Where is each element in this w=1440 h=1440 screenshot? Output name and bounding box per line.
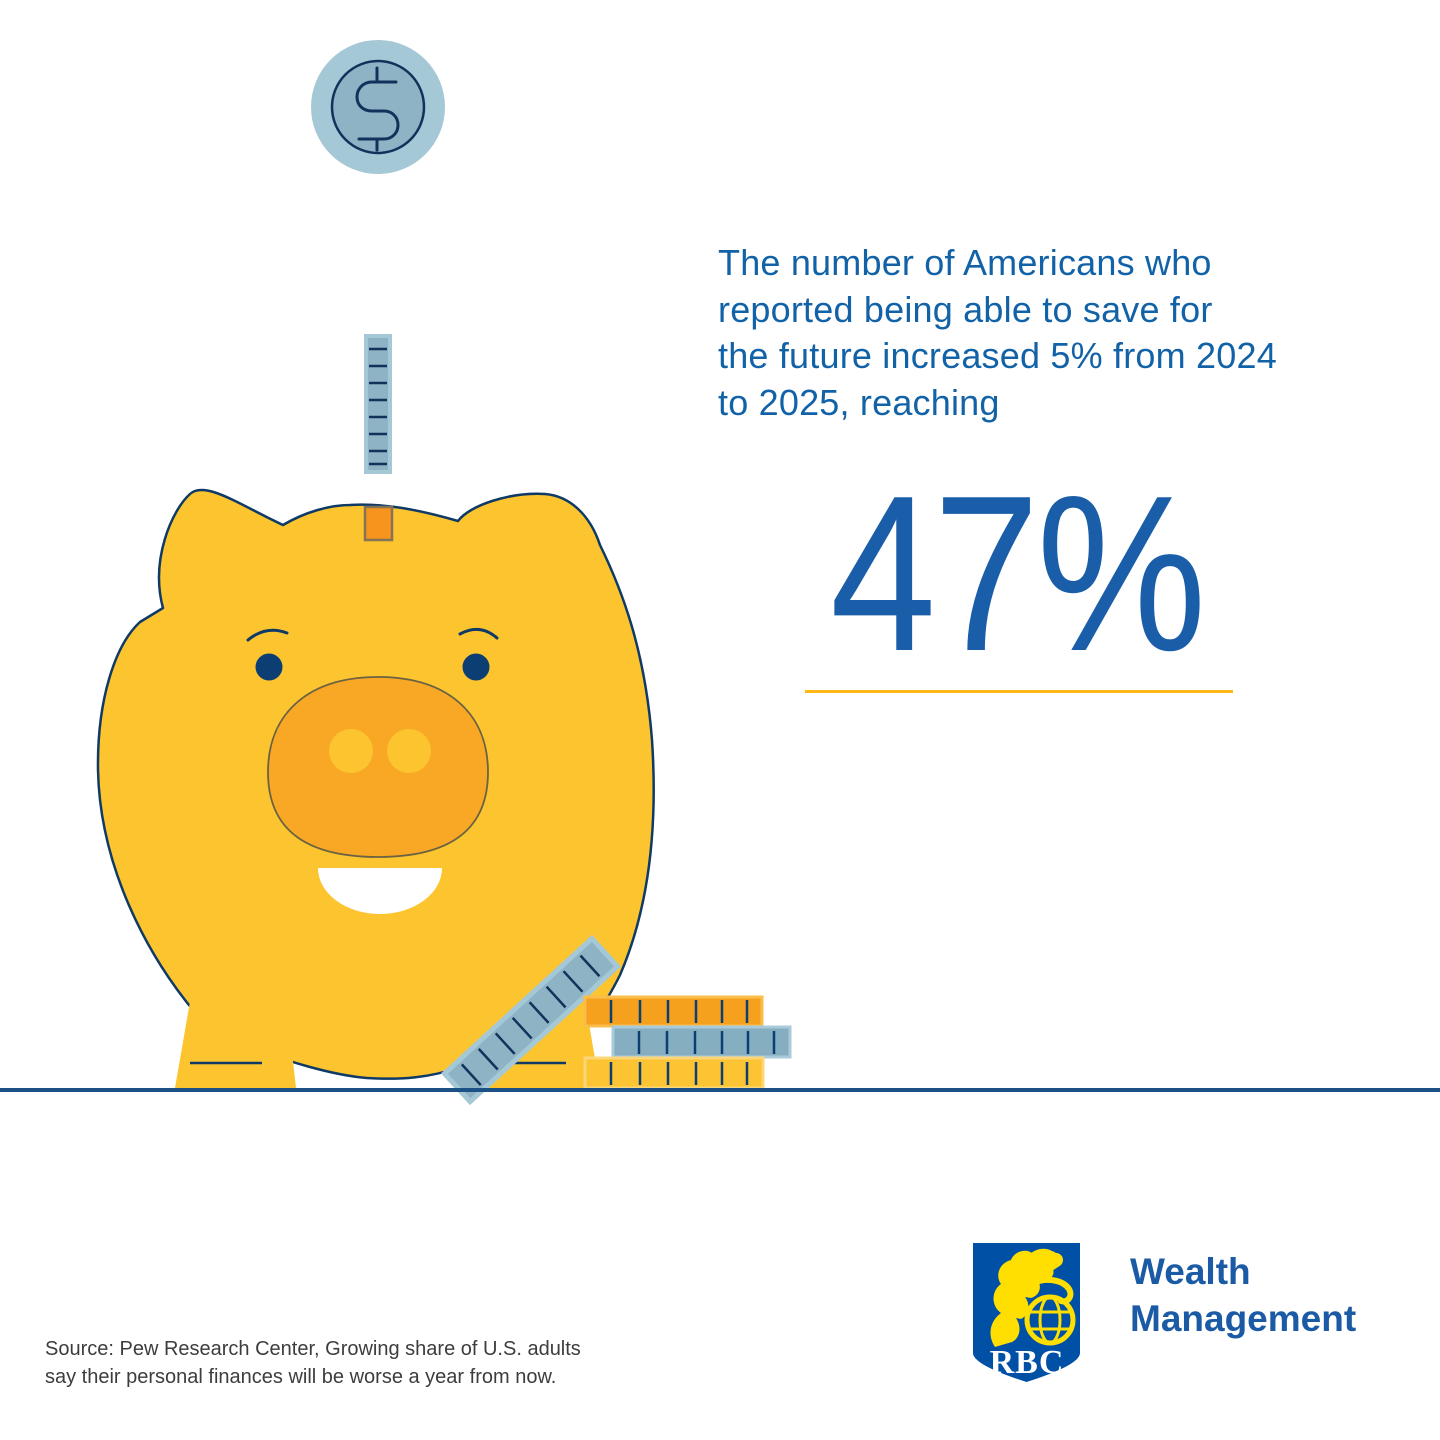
source-line: Source: Pew Research Center, Growing sha… <box>45 1338 581 1360</box>
shield-text: RBC <box>990 1344 1065 1381</box>
globe-icon <box>1024 1294 1076 1346</box>
falling-coin-icon <box>364 334 392 474</box>
coin-slot <box>363 505 394 542</box>
headline-text: The number of Americans who reported bei… <box>718 240 1338 426</box>
headline-line: The number of Americans who <box>718 242 1212 283</box>
leaning-coin-icon <box>440 934 622 1106</box>
coin-stack-icon <box>583 995 792 1090</box>
ground-line <box>0 1088 1440 1092</box>
pig-smile <box>318 868 442 914</box>
stat-underline <box>805 690 1233 693</box>
source-text: Source: Pew Research Center, Growing sha… <box>45 1336 645 1391</box>
pig-right-nostril <box>387 729 431 773</box>
pig-left-eyebrow <box>246 628 289 642</box>
wordmark: Wealth Management <box>1130 1248 1356 1342</box>
pig-left-nostril <box>329 729 373 773</box>
source-line: say their personal finances will be wors… <box>45 1365 557 1388</box>
lion-icon <box>990 1248 1076 1347</box>
pig-right-eyebrow <box>458 627 499 640</box>
pig-left-eye <box>255 653 283 681</box>
wordmark-line: Wealth <box>1130 1251 1251 1292</box>
headline-line: the future increased 5% from 2024 <box>718 335 1277 376</box>
rbc-logo: RBC Wealth Management <box>973 1243 1356 1383</box>
dollar-coin-icon <box>311 40 445 174</box>
pig-right-eye <box>462 653 490 681</box>
stat-value: 47% <box>830 450 1206 698</box>
headline-line: to 2025, reaching <box>718 381 1000 423</box>
dollar-sign-icon <box>355 80 400 141</box>
pig-snout <box>267 676 489 858</box>
rbc-shield-logo: RBC <box>973 1243 1080 1382</box>
pig-left-leg <box>175 990 296 1088</box>
wordmark-line: Management <box>1130 1298 1357 1339</box>
headline-line: reported being able to save for <box>718 288 1213 330</box>
